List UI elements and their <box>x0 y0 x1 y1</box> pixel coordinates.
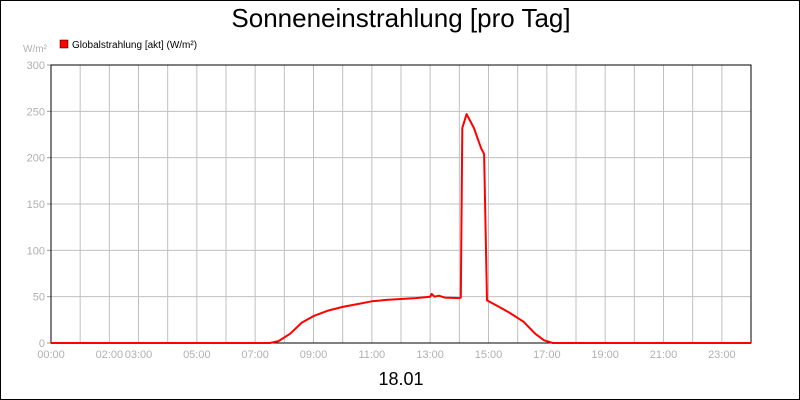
x-tick-label: 23:00 <box>708 349 736 361</box>
series-line <box>51 113 751 344</box>
x-tick-label: 21:00 <box>650 349 678 361</box>
y-axis-unit: W/m² <box>23 44 48 55</box>
legend-label: Globalstrahlung [akt] (W/m²) <box>72 40 197 51</box>
x-tick-label: 11:00 <box>358 349 385 361</box>
x-tick-label: 00:00 <box>37 349 65 361</box>
chart-title: Sonneneinstrahlung [pro Tag] <box>231 3 571 33</box>
x-axis-label: 18.01 <box>378 369 424 389</box>
x-tick-label: 15:00 <box>475 349 503 361</box>
y-tick-label: 300 <box>27 60 45 72</box>
plot-border <box>50 64 752 344</box>
x-tick-label: 07:00 <box>241 349 269 361</box>
y-tick-label: 150 <box>27 199 45 211</box>
x-tick-label: 17:00 <box>533 349 561 361</box>
x-tick-label: 02:00 <box>96 349 124 361</box>
y-tick-label: 0 <box>39 338 45 350</box>
x-tick-label: 13:00 <box>416 349 444 361</box>
x-tick-label: 03:00 <box>125 349 153 361</box>
x-tick-label: 09:00 <box>300 349 328 361</box>
x-tick-label: 19:00 <box>591 349 619 361</box>
legend-swatch <box>59 39 69 49</box>
y-tick-label: 250 <box>27 106 45 118</box>
x-tick-label: 05:00 <box>183 349 211 361</box>
y-tick-label: 100 <box>27 245 45 257</box>
y-tick-label: 200 <box>27 153 45 165</box>
y-tick-label: 50 <box>33 292 45 304</box>
